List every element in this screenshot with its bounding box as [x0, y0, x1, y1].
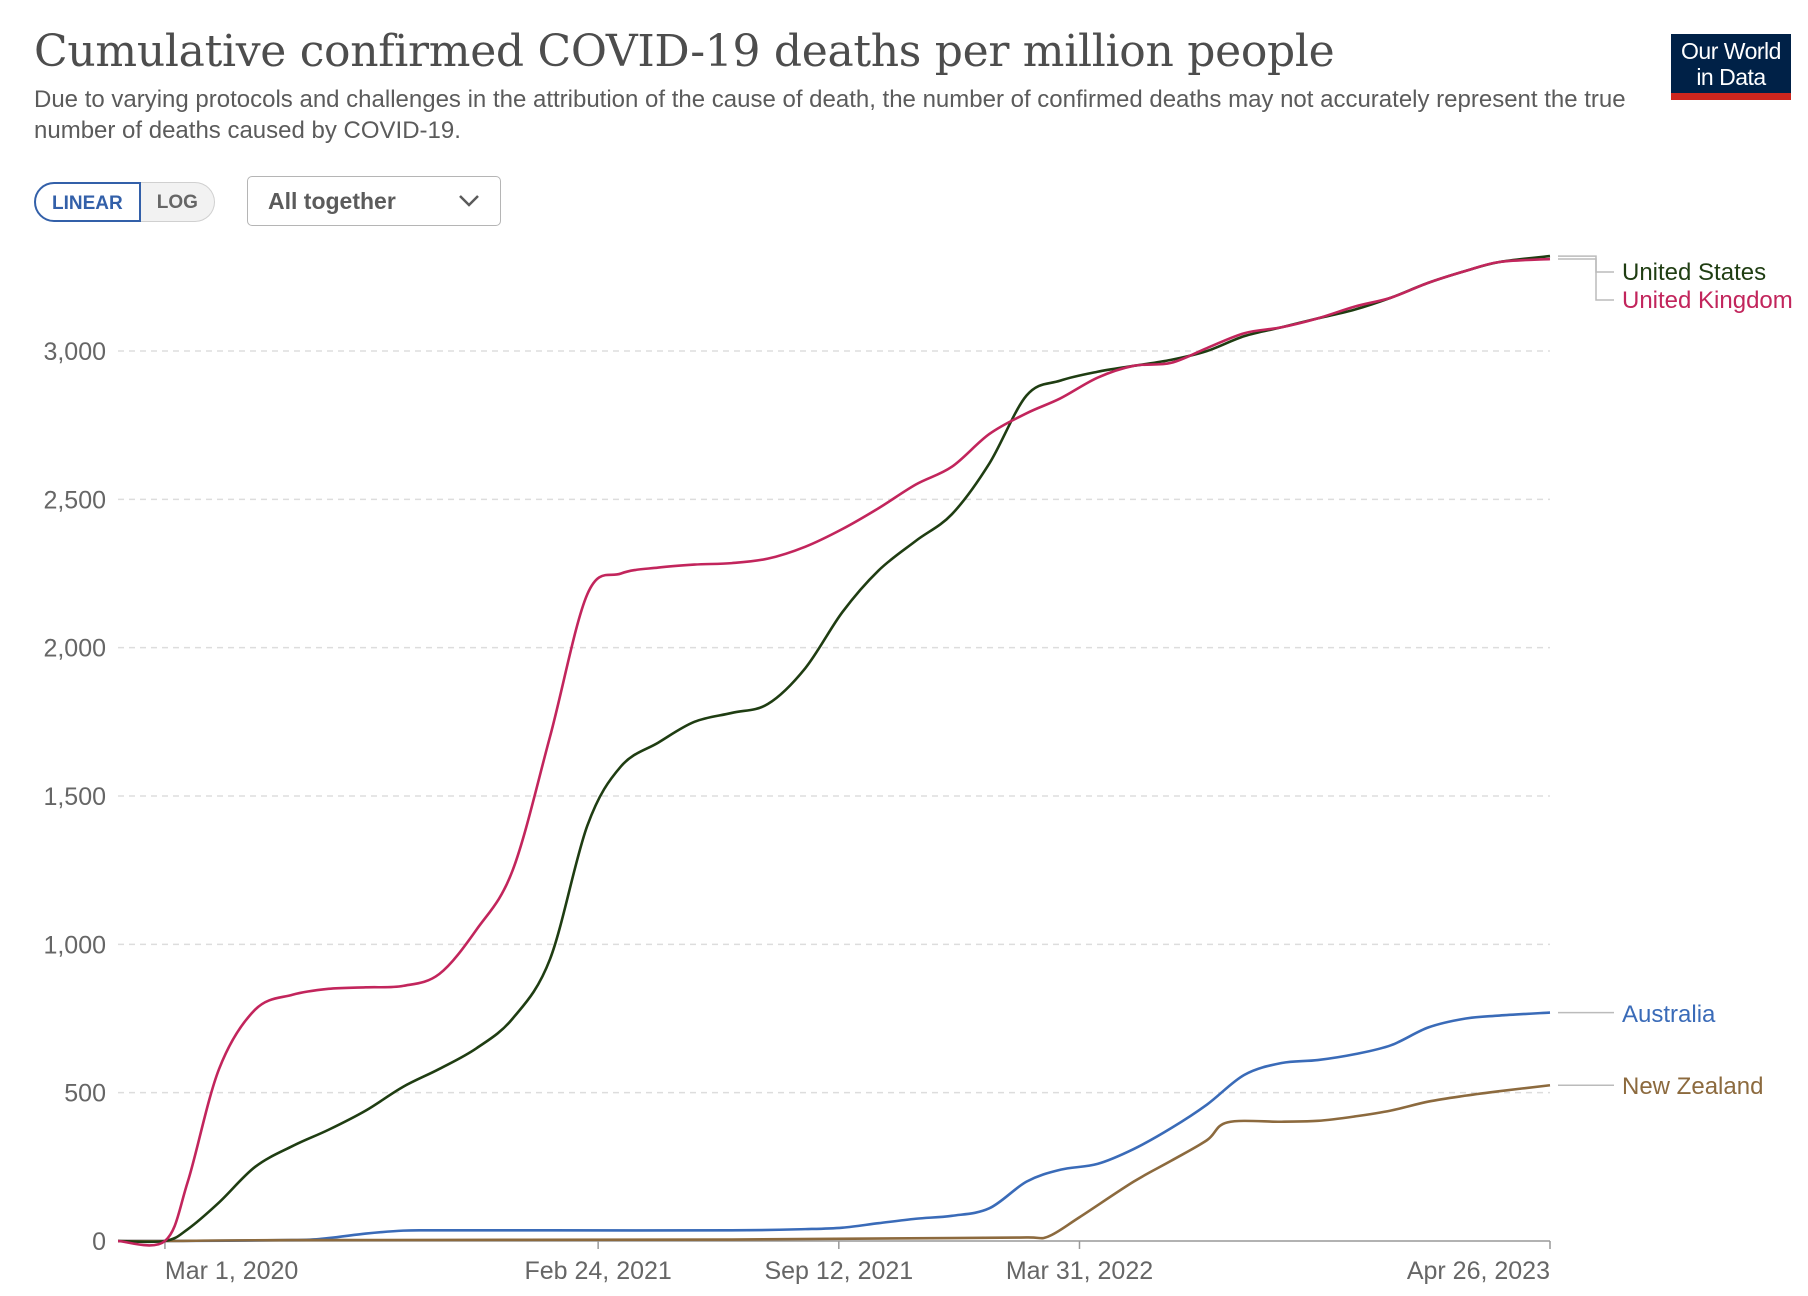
chart-title: Cumulative confirmed COVID-19 deaths per…: [34, 26, 1335, 77]
linear-scale-button[interactable]: LINEAR: [34, 182, 141, 222]
series-line-australia[interactable]: [117, 1011, 1551, 1243]
grid-lines: [118, 350, 1550, 1094]
y-tick-label: 2,000: [43, 635, 106, 663]
legend-label-united-kingdom[interactable]: United Kingdom: [1622, 287, 1793, 314]
x-tick-label: Apr 26, 2023: [1407, 1257, 1550, 1285]
x-tick-label: Sep 12, 2021: [764, 1257, 913, 1285]
y-tick-label: 500: [64, 1080, 106, 1108]
legend-label-united-states[interactable]: United States: [1622, 259, 1766, 286]
facet-dropdown-value: All together: [268, 187, 396, 214]
facet-dropdown[interactable]: All together: [247, 176, 501, 226]
x-axis: Mar 1, 2020 Feb 24, 2021 Sep 12, 2021 Mar 3…: [118, 1240, 1551, 1285]
series-line-united-kingdom[interactable]: [117, 257, 1551, 1247]
logo-line-2: in Data: [1696, 64, 1766, 90]
x-tick-label: Feb 24, 2021: [524, 1257, 671, 1285]
logo-line-1: Our World: [1681, 38, 1781, 64]
owid-logo[interactable]: Our World in Data: [1671, 34, 1791, 100]
series-line-new-zealand[interactable]: [117, 1083, 1551, 1243]
y-tick-label: 2,500: [43, 486, 106, 514]
chart-subtitle: Due to varying protocols and challenges …: [34, 86, 1626, 144]
chevron-down-icon: [459, 195, 479, 207]
legend-label-new-zealand[interactable]: New Zealand: [1622, 1073, 1763, 1100]
legend-label-australia[interactable]: Australia: [1622, 1001, 1716, 1028]
y-tick-label: 0: [92, 1228, 106, 1256]
y-tick-label: 1,500: [43, 783, 106, 811]
y-tick-label: 1,000: [43, 931, 106, 959]
x-tick-label: Mar 1, 2020: [165, 1257, 298, 1285]
x-tick-label: Mar 31, 2022: [1006, 1257, 1153, 1285]
logo-accent-bar: [1671, 93, 1791, 100]
series-lines: [117, 254, 1551, 1247]
y-tick-label: 3,000: [43, 338, 106, 366]
y-axis-ticks: 0 500 1,000 1,500 2,000 2,500 3,000: [43, 338, 106, 1256]
series-line-united-states[interactable]: [117, 254, 1551, 1244]
legend-connector: [1558, 258, 1614, 301]
scale-toggle: LINEAR LOG: [34, 182, 215, 222]
log-scale-button[interactable]: LOG: [140, 182, 215, 222]
